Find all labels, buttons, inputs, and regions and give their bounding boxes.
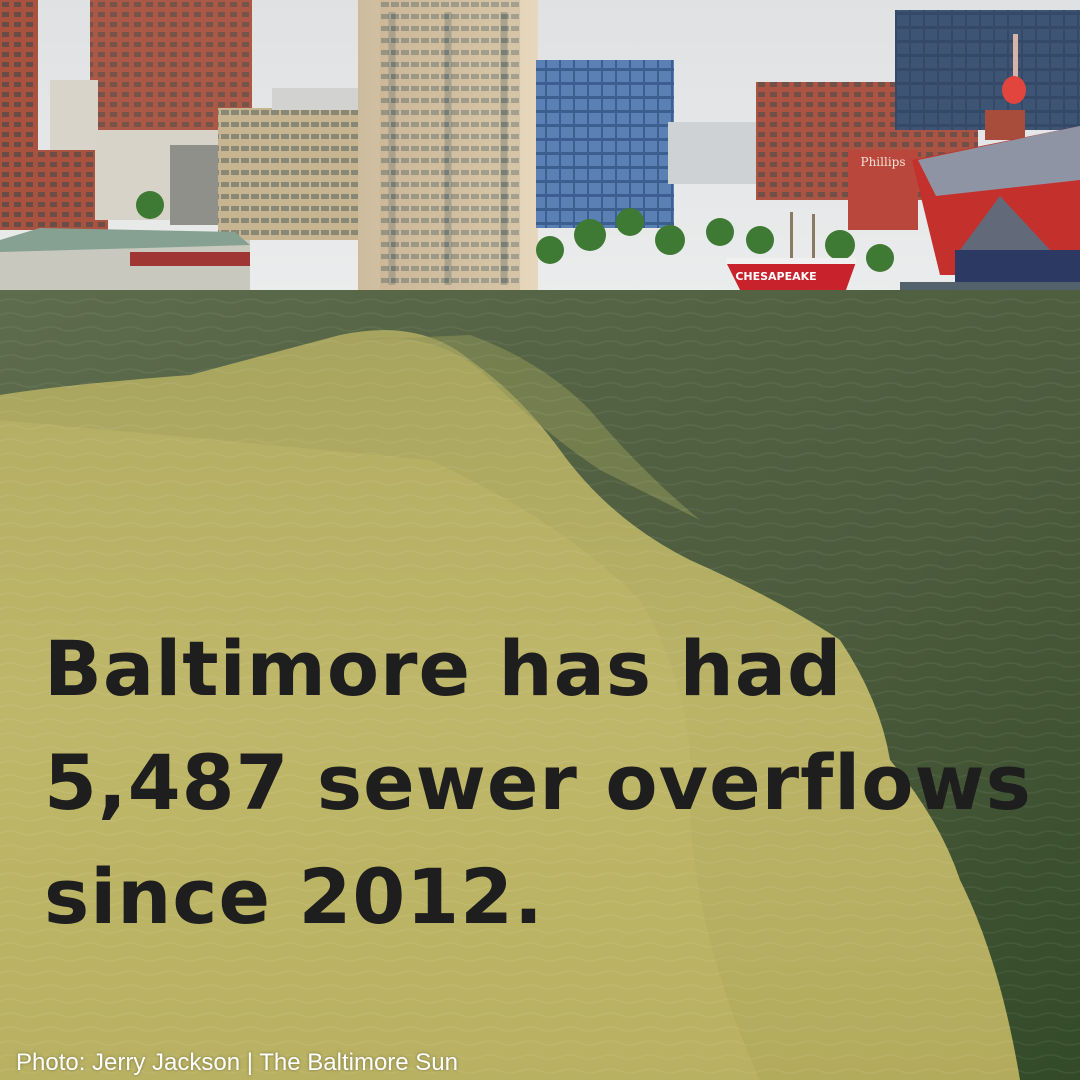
svg-text:Phillips: Phillips [861, 155, 906, 169]
lightship: CHESAPEAKE [726, 212, 856, 290]
svg-text:CHESAPEAKE: CHESAPEAKE [735, 270, 816, 283]
photo-credit: Photo: Jerry Jackson | The Baltimore Sun [16, 1049, 458, 1076]
guitar-sign-icon [1002, 34, 1026, 104]
headline: Baltimore has had 5,487 sewer overflows … [44, 624, 1032, 941]
